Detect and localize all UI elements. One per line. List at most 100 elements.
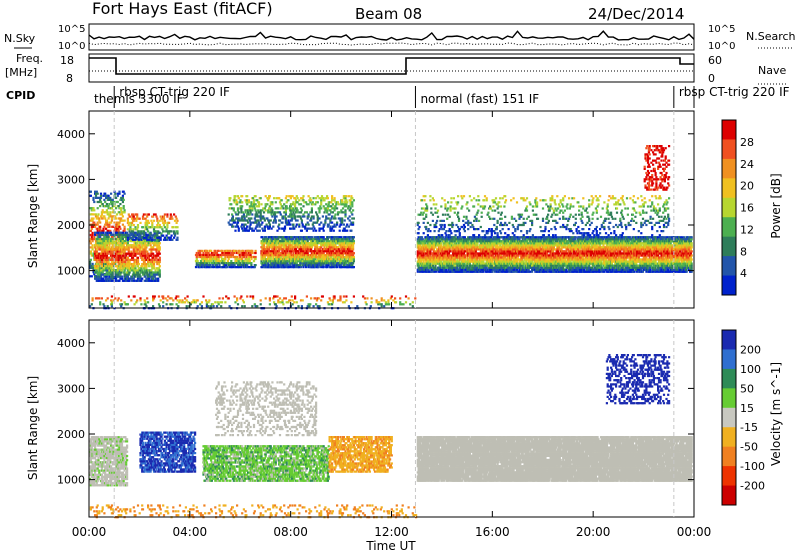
power-cell	[135, 244, 138, 247]
power-cell	[96, 231, 99, 234]
power-cell	[201, 257, 204, 261]
power-cell	[347, 225, 350, 228]
power-cell	[345, 199, 348, 202]
power-cell	[122, 244, 125, 247]
power-cell	[96, 200, 99, 204]
power-cell	[120, 213, 124, 216]
power-cell	[136, 265, 140, 268]
power-cell	[126, 217, 129, 220]
power-cell	[311, 223, 314, 226]
power-cell	[143, 236, 146, 239]
power-cell	[427, 268, 430, 271]
power-cell	[131, 256, 135, 259]
power-cell	[269, 258, 272, 261]
power-cell	[268, 207, 271, 210]
power-cell	[285, 258, 288, 261]
power-cell	[132, 228, 135, 231]
power-cell	[127, 246, 130, 249]
power-cell	[126, 236, 129, 239]
power-cell	[169, 217, 172, 220]
power-cell	[295, 207, 298, 210]
power-cell	[110, 256, 113, 259]
power-cell	[205, 266, 208, 269]
power-cell	[326, 266, 329, 269]
power-cell	[285, 195, 288, 198]
power-cell	[89, 246, 92, 249]
power-cell	[134, 254, 137, 257]
power-cell	[318, 217, 321, 220]
power-cell	[170, 234, 173, 237]
power-cell	[129, 277, 132, 280]
power-cell	[210, 249, 213, 252]
power-cell	[155, 250, 158, 253]
power-cell	[284, 211, 287, 214]
power-cell	[298, 240, 301, 243]
power-cell	[320, 221, 323, 224]
power-cell	[163, 219, 166, 222]
power-cell	[248, 225, 251, 228]
power-cell	[330, 229, 333, 232]
power-cell	[284, 197, 287, 200]
power-cell	[230, 260, 233, 263]
power-cell	[257, 209, 260, 212]
power-cell	[416, 250, 419, 253]
power-cell	[151, 224, 154, 227]
power-cell	[109, 213, 112, 216]
power-cell	[141, 236, 144, 239]
power-cell	[143, 265, 146, 268]
power-cell	[241, 201, 244, 204]
power-cell	[253, 217, 256, 220]
power-cell	[118, 279, 121, 282]
power-cell	[275, 248, 278, 251]
power-cell	[98, 217, 101, 220]
power-cell	[95, 227, 98, 230]
power-cell	[129, 240, 132, 243]
power-cell	[152, 242, 155, 245]
power-cell	[239, 262, 242, 265]
power-cell	[259, 211, 262, 214]
power-cell	[110, 248, 113, 251]
power-cell	[90, 266, 93, 270]
power-cell	[245, 251, 248, 255]
power-cell	[105, 221, 108, 224]
power-cell	[293, 209, 296, 212]
power-cell	[89, 262, 92, 265]
power-cell	[231, 253, 234, 257]
power-cell	[347, 217, 350, 220]
cpid-segment-label: themis 3300 IF	[94, 92, 184, 106]
power-cell	[106, 279, 109, 282]
power-cell	[315, 221, 319, 224]
power-cell	[327, 223, 330, 226]
power-cell	[105, 271, 108, 274]
power-cell	[278, 223, 281, 226]
power-cell	[158, 273, 161, 276]
power-cell	[104, 237, 107, 241]
power-cell	[147, 240, 150, 243]
power-cell	[323, 211, 326, 214]
power-cell	[278, 197, 281, 200]
power-cell	[94, 275, 97, 278]
power-cell	[123, 209, 126, 212]
power-cell	[447, 252, 450, 255]
power-cell	[134, 258, 137, 261]
power-cell	[152, 265, 156, 268]
power-cell	[144, 271, 147, 274]
power-cell	[115, 279, 118, 282]
power-cell	[140, 240, 143, 243]
power-cell	[91, 240, 94, 243]
power-cell	[268, 225, 271, 228]
power-cell	[143, 250, 146, 253]
power-cell	[136, 244, 140, 247]
power-cell	[289, 264, 292, 267]
power-cell	[105, 273, 108, 276]
power-cell	[231, 215, 234, 218]
power-cell	[333, 215, 336, 218]
power-cell	[336, 207, 339, 210]
power-cell	[156, 234, 159, 237]
power-cell	[155, 260, 158, 264]
power-cell	[351, 205, 354, 208]
power-cell	[157, 260, 160, 264]
power-cell	[449, 250, 452, 253]
power-cell	[137, 263, 140, 266]
power-cell	[200, 253, 203, 257]
